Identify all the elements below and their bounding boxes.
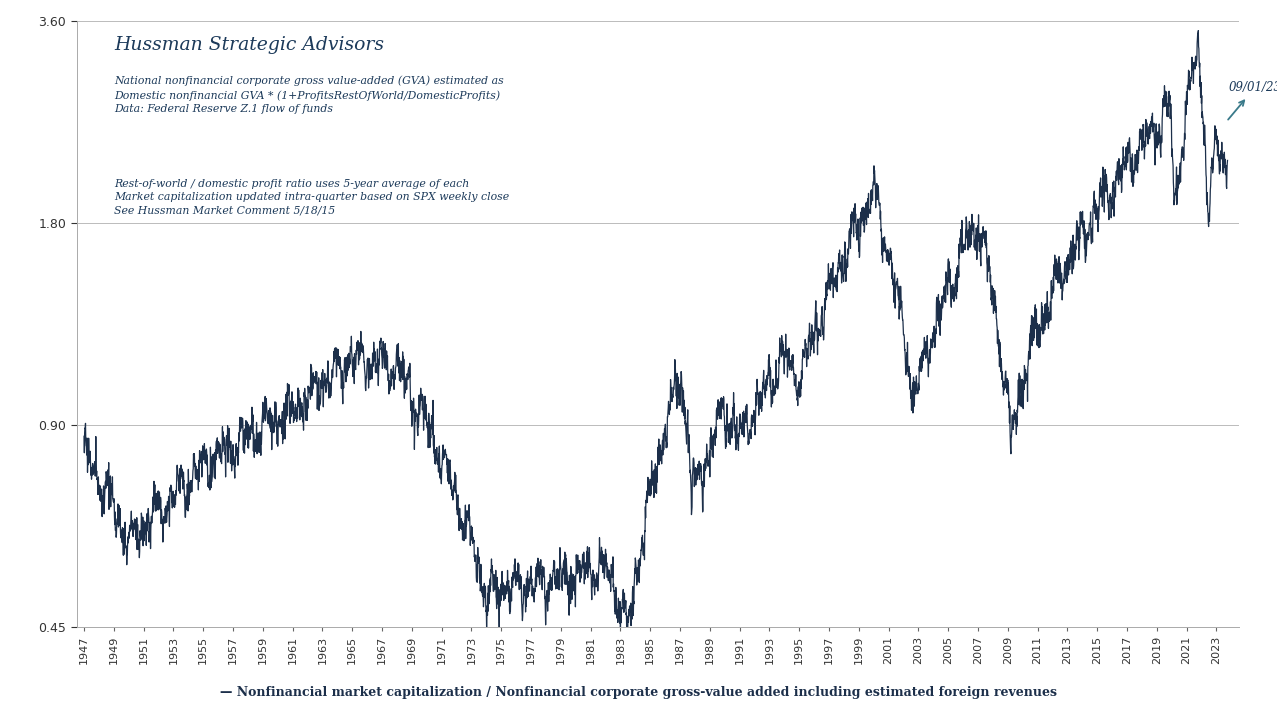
Text: 09/01/23: 09/01/23	[1228, 81, 1277, 120]
Text: — Nonfinancial market capitalization / Nonfinancial corporate gross-value added : — Nonfinancial market capitalization / N…	[220, 686, 1057, 699]
Text: National nonfinancial corporate gross value-added (GVA) estimated as
Domestic no: National nonfinancial corporate gross va…	[114, 76, 503, 115]
Text: Rest-of-world / domestic profit ratio uses 5-year average of each
Market capital: Rest-of-world / domestic profit ratio us…	[114, 179, 510, 216]
Text: Hussman Strategic Advisors: Hussman Strategic Advisors	[114, 36, 384, 55]
